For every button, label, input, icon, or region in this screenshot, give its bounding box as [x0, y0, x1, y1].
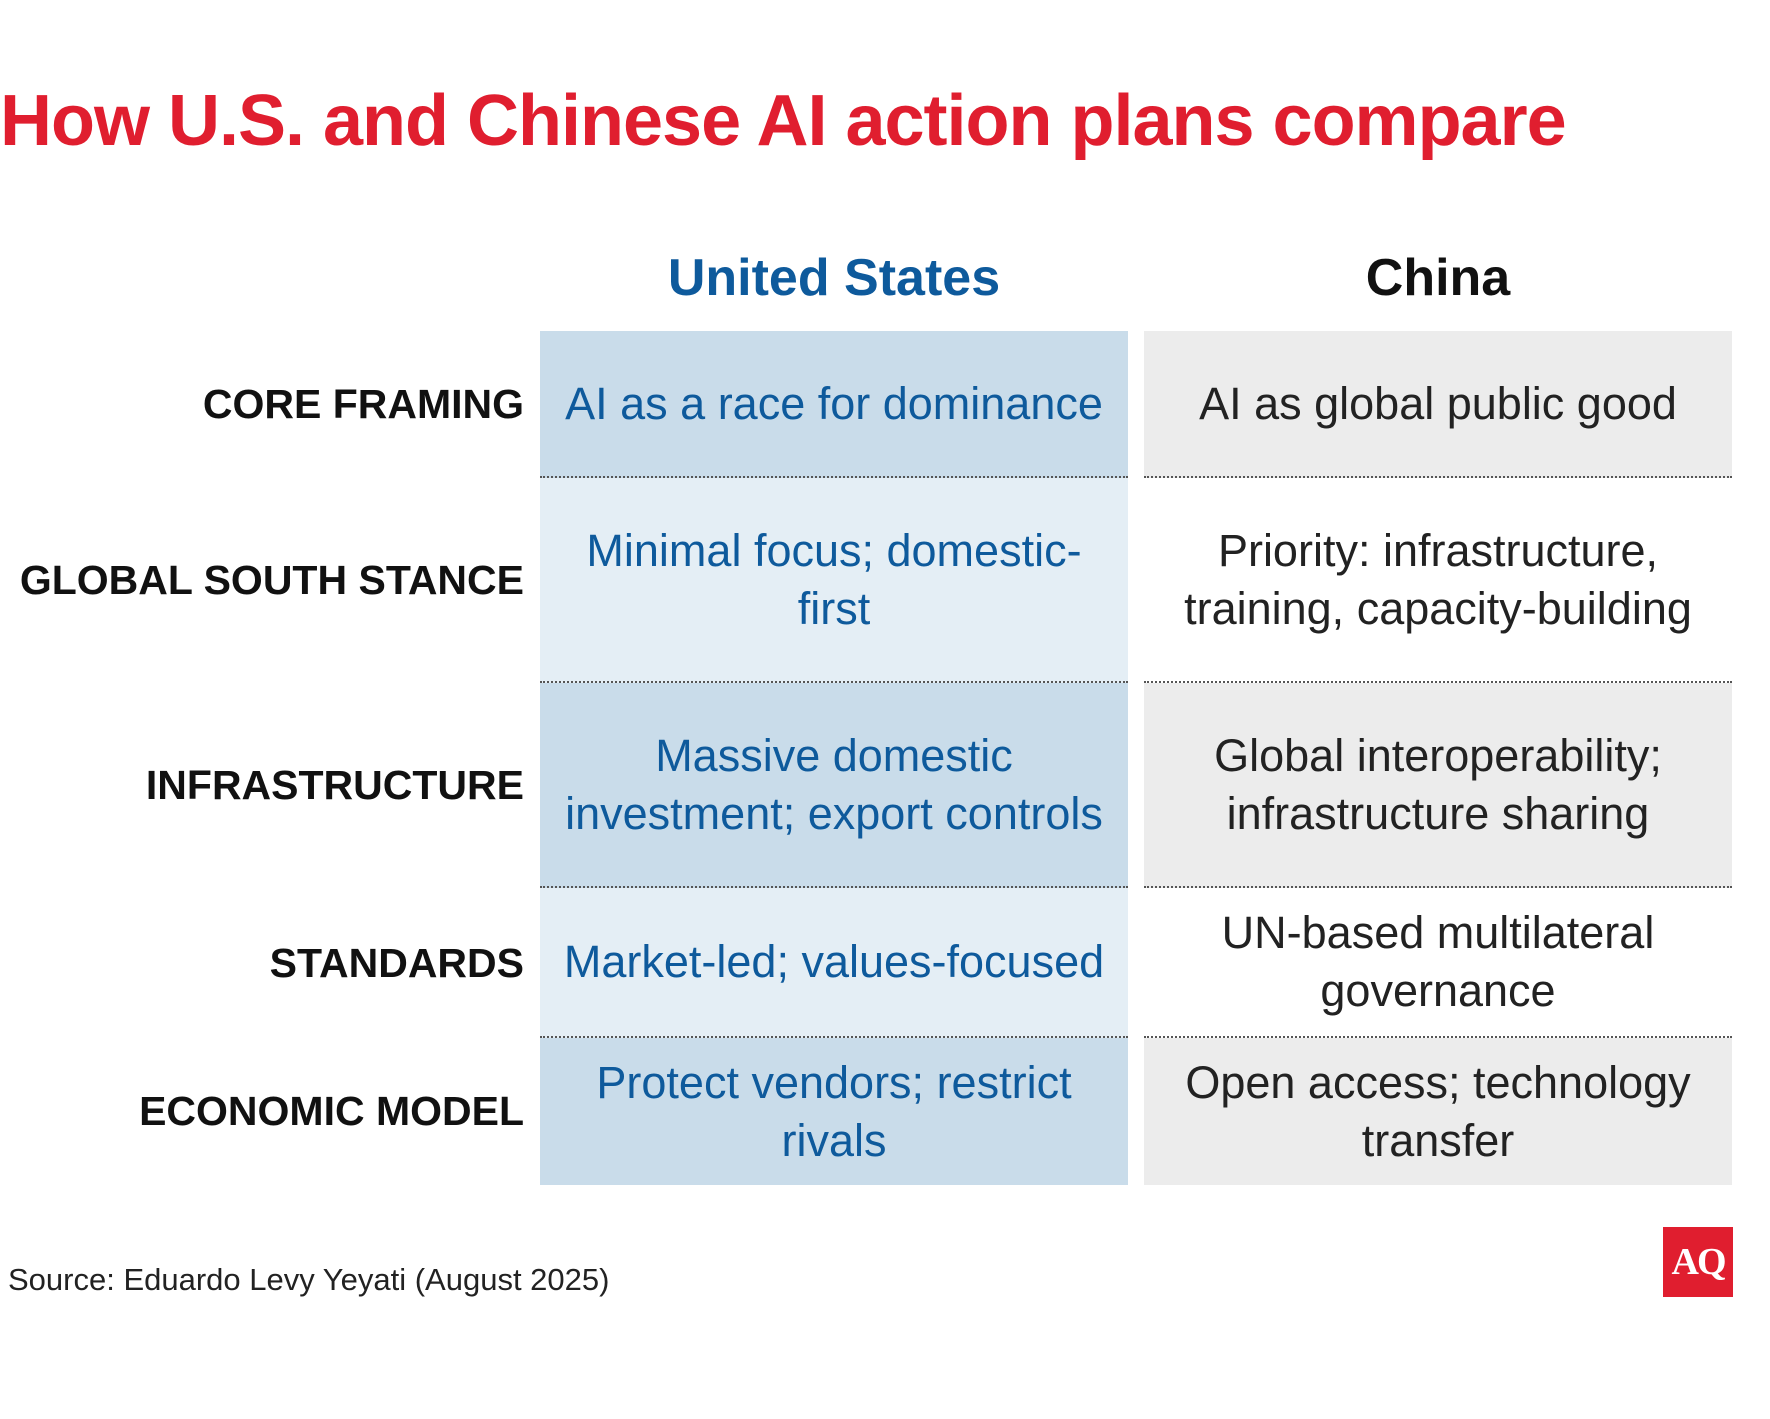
source-note: Source: Eduardo Levy Yeyati (August 2025… [8, 1262, 610, 1297]
row-label: GLOBAL SOUTH STANCE [19, 557, 524, 603]
aq-logo: AQ [1663, 1227, 1733, 1297]
table-row-economic-model: ECONOMIC MODEL Protect vendors; restrict… [0, 1038, 1770, 1185]
china-cell: AI as global public good [1144, 331, 1732, 478]
us-cell: Massive domestic investment; export cont… [540, 683, 1128, 888]
china-cell: Priority: infrastructure, training, capa… [1144, 478, 1732, 683]
aq-logo-text: AQ [1671, 1241, 1727, 1283]
us-cell: Market-led; values-focused [540, 888, 1128, 1038]
column-header-united-states: United States [667, 249, 1001, 307]
row-label: ECONOMIC MODEL [139, 1088, 524, 1134]
column-header-china: China [1365, 249, 1511, 307]
table-row-standards: STANDARDS Market-led; values-focused UN-… [0, 888, 1770, 1038]
row-label: INFRASTRUCTURE [145, 762, 524, 808]
china-cell: UN-based multilateral governance [1144, 888, 1732, 1038]
china-cell: Global interoperability; infrastructure … [1144, 683, 1732, 888]
table-row-core-framing: CORE FRAMING AI as a race for dominance … [0, 331, 1770, 478]
table-row-global-south-stance: GLOBAL SOUTH STANCE Minimal focus; domes… [0, 478, 1770, 683]
row-label: STANDARDS [269, 939, 524, 986]
us-cell: Protect vendors; restrict rivals [540, 1038, 1128, 1185]
row-label: CORE FRAMING [202, 381, 524, 427]
chart-title: How U.S. and Chinese AI action plans com… [0, 81, 1567, 161]
china-cell: Open access; technology transfer [1144, 1038, 1732, 1185]
us-cell: AI as a race for dominance [540, 331, 1128, 478]
table-row-infrastructure: INFRASTRUCTURE Massive domestic investme… [0, 683, 1770, 888]
us-cell: Minimal focus; domestic-first [540, 478, 1128, 683]
